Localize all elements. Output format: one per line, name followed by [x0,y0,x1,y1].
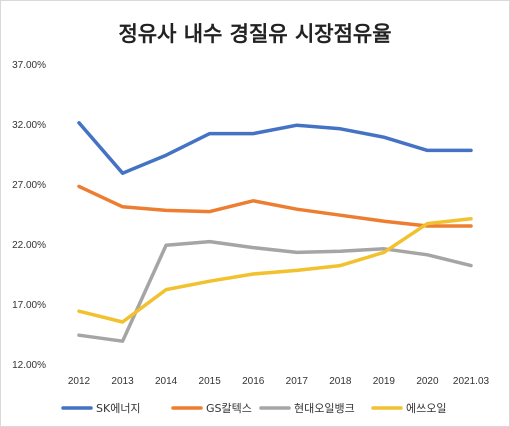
legend-label: 현대오일뱅크 [294,401,355,415]
x-tick-label: 2020 [416,376,439,387]
x-tick-label: 2021.03 [453,376,490,387]
series-line-1 [77,121,473,175]
x-tick-label: 2017 [286,376,309,387]
y-tick-label: 22.00% [12,240,46,251]
series-line-3 [77,239,473,343]
y-tick-label: 27.00% [12,180,46,191]
x-tick-label: 2019 [373,376,396,387]
legend-label: GS칼텍스 [206,402,252,415]
x-tick-label: 2015 [199,376,222,387]
legend-label: SK에너지 [96,402,141,415]
y-tick-label: 37.00% [12,60,46,71]
x-tick-label: 2014 [155,376,178,387]
legend-label: 에쓰오일 [406,401,446,415]
y-tick-label: 17.00% [12,300,46,311]
x-tick-label: 2016 [242,376,265,387]
x-tick-label: 2012 [68,376,91,387]
x-tick-label: 2018 [329,376,352,387]
series-line-2 [77,184,473,228]
series-line-4 [77,217,473,324]
y-tick-label: 32.00% [12,120,46,131]
y-tick-label: 12.00% [12,360,46,371]
chart-title: 정유사 내수 경질유 시장점유율 [118,22,391,46]
x-tick-label: 2013 [111,376,134,387]
